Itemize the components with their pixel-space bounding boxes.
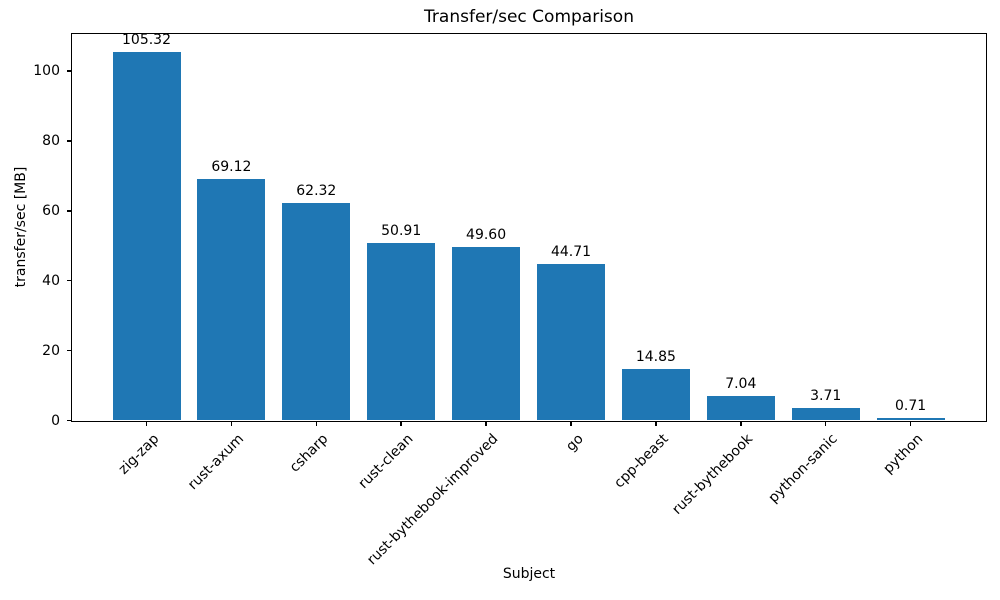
- y-tick-label: 40: [42, 272, 60, 289]
- bar-value-label: 69.12: [211, 158, 252, 175]
- bar: [621, 368, 690, 421]
- x-axis-tick: [570, 422, 572, 426]
- x-tick-label: rust-clean: [355, 430, 417, 492]
- x-tick-label: rust-axum: [184, 430, 247, 493]
- bar: [706, 395, 775, 421]
- bar: [112, 52, 181, 421]
- bar-value-label: 44.71: [550, 244, 592, 261]
- x-axis-tick: [909, 422, 912, 426]
- bar: [367, 242, 436, 421]
- x-tick-label: python: [879, 430, 926, 477]
- x-axis-tick: [230, 422, 233, 426]
- chart-title: Transfer/sec Comparison: [424, 7, 634, 27]
- bar: [791, 407, 860, 421]
- x-axis-tick: [315, 422, 318, 426]
- y-axis-label: transfer/sec [MB]: [13, 166, 29, 288]
- y-tick-label: 20: [42, 342, 60, 359]
- bar-value-label: 14.85: [635, 348, 676, 365]
- y-axis-tick: [67, 419, 71, 422]
- y-axis-tick: [67, 140, 71, 142]
- y-tick-label: 100: [33, 63, 60, 80]
- bar-value-label: 0.71: [895, 398, 927, 415]
- x-tick-label: zig-zap: [115, 430, 162, 478]
- x-axis-tick: [824, 422, 827, 426]
- x-tick-label: rust-bythebook: [669, 430, 757, 518]
- y-axis-tick: [67, 279, 71, 282]
- x-axis-tick: [655, 422, 657, 426]
- y-axis-tick: [67, 349, 71, 352]
- x-tick-label: python-sanic: [765, 430, 842, 506]
- x-axis-tick: [740, 422, 742, 426]
- bar: [876, 418, 945, 421]
- x-axis-tick: [485, 422, 487, 426]
- x-tick-label: cpp-beast: [610, 430, 672, 491]
- bar-value-label: 62.32: [296, 182, 337, 199]
- y-tick-label: 0: [51, 412, 60, 429]
- x-axis-tick: [145, 422, 148, 426]
- x-tick-label: csharp: [287, 430, 332, 476]
- bar: [282, 202, 351, 421]
- x-axis-label: Subject: [502, 566, 556, 582]
- bar: [537, 264, 605, 421]
- y-tick-label: 80: [42, 132, 60, 149]
- y-tick-label: 60: [42, 202, 60, 219]
- y-axis-tick: [67, 70, 71, 72]
- bar: [452, 247, 521, 421]
- bar-value-label: 50.91: [381, 222, 422, 239]
- bar-value-label: 3.71: [810, 387, 842, 404]
- bar-value-label: 105.32: [122, 32, 171, 49]
- y-axis-tick: [67, 210, 71, 212]
- bar-value-label: 7.04: [725, 375, 757, 392]
- bar: [197, 178, 266, 421]
- x-axis-tick: [400, 422, 402, 426]
- bar-value-label: 49.60: [466, 227, 507, 244]
- x-tick-label: go: [562, 430, 587, 455]
